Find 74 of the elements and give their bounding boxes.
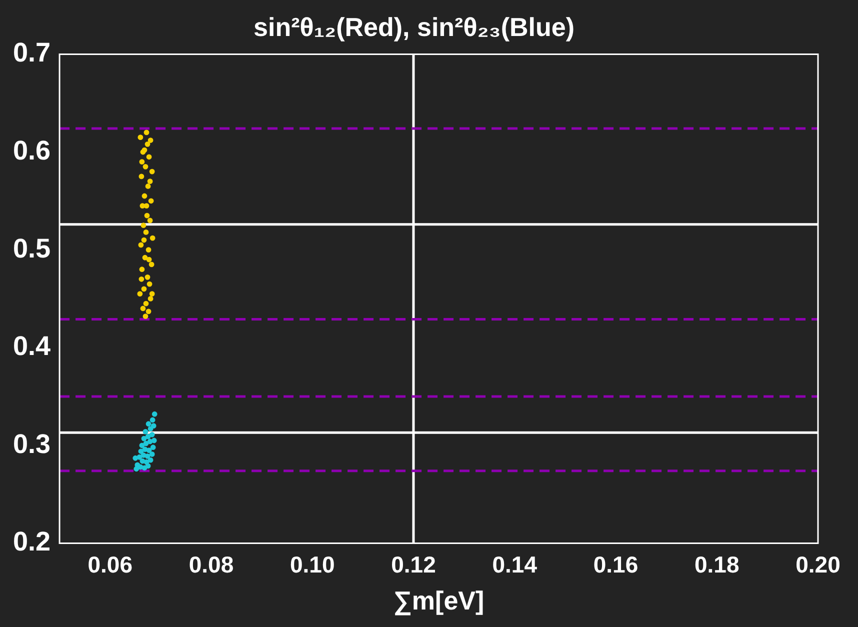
point [145, 184, 151, 189]
point [141, 436, 147, 442]
point [148, 457, 154, 463]
point [146, 448, 152, 453]
point [138, 276, 144, 282]
point [145, 463, 151, 469]
x-tick-label: 0.08 [188, 551, 234, 578]
point [143, 229, 149, 235]
point [146, 281, 152, 287]
point [141, 237, 147, 243]
x-tick-label: 0.18 [694, 551, 740, 578]
x-tick-label: 0.20 [796, 551, 840, 578]
point [149, 452, 155, 457]
y-tick-label: 0.7 [12, 38, 51, 68]
point [149, 168, 155, 174]
y-tick-label: 0.6 [12, 135, 51, 166]
x-tick-label: 0.16 [593, 551, 638, 578]
point [137, 291, 143, 297]
point [142, 429, 148, 434]
point [139, 442, 145, 448]
point [144, 459, 150, 465]
point [143, 440, 149, 446]
point [141, 286, 147, 292]
point [146, 247, 152, 252]
point [148, 296, 154, 302]
x-tick-label: 0.10 [290, 551, 335, 578]
point [148, 262, 154, 268]
point [139, 266, 145, 272]
point [138, 134, 144, 140]
point [150, 444, 156, 450]
point [144, 212, 150, 218]
point [150, 417, 156, 423]
point [138, 242, 144, 248]
x-tick-label: 0.14 [492, 551, 538, 578]
point [146, 154, 152, 160]
point [132, 455, 138, 461]
point [149, 432, 155, 438]
x-axis-title: ∑m[eV] [393, 586, 484, 616]
point [151, 438, 157, 444]
point [142, 164, 148, 170]
point [148, 426, 154, 432]
point [150, 423, 156, 429]
point [146, 256, 152, 262]
point [144, 274, 150, 280]
point [139, 159, 145, 164]
point [142, 314, 148, 320]
point [144, 141, 150, 147]
point [140, 222, 146, 228]
point [147, 218, 153, 224]
y-tick-label: 0.3 [12, 428, 51, 459]
y-tick-label: 0.4 [12, 331, 51, 362]
point [145, 434, 151, 440]
point [149, 291, 155, 297]
point [148, 138, 154, 143]
point [138, 448, 144, 454]
y-tick-label: 0.2 [12, 526, 51, 557]
point [142, 193, 148, 199]
point [152, 411, 158, 417]
point [144, 453, 150, 459]
point [146, 421, 152, 427]
point [150, 235, 156, 241]
point [147, 178, 153, 184]
point [142, 254, 148, 260]
x-tick-label: 0.06 [88, 551, 132, 578]
point [146, 308, 152, 314]
y-tick-label: 0.5 [12, 233, 51, 264]
point [148, 198, 154, 204]
chart-title: sin²θ₁₂(Red), sin²θ₂₃(Blue) [254, 12, 574, 42]
point [136, 454, 142, 460]
x-tick-label: 0.12 [391, 551, 436, 578]
point [138, 174, 144, 180]
point [140, 306, 146, 312]
point [143, 300, 149, 306]
point [144, 130, 150, 136]
